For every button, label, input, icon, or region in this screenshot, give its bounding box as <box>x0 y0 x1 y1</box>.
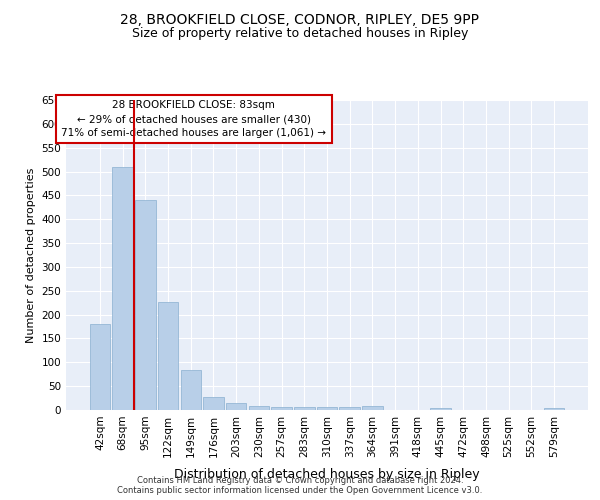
Bar <box>226 404 247 410</box>
Text: 28, BROOKFIELD CLOSE, CODNOR, RIPLEY, DE5 9PP: 28, BROOKFIELD CLOSE, CODNOR, RIPLEY, DE… <box>121 12 479 26</box>
Bar <box>362 406 383 410</box>
Bar <box>135 200 155 410</box>
Bar <box>112 167 133 410</box>
Bar <box>340 407 360 410</box>
Bar <box>294 407 314 410</box>
Bar <box>317 407 337 410</box>
Text: Size of property relative to detached houses in Ripley: Size of property relative to detached ho… <box>132 28 468 40</box>
Bar <box>271 407 292 410</box>
Text: Contains HM Land Registry data © Crown copyright and database right 2024.
Contai: Contains HM Land Registry data © Crown c… <box>118 476 482 495</box>
X-axis label: Distribution of detached houses by size in Ripley: Distribution of detached houses by size … <box>174 468 480 481</box>
Text: 28 BROOKFIELD CLOSE: 83sqm
← 29% of detached houses are smaller (430)
71% of sem: 28 BROOKFIELD CLOSE: 83sqm ← 29% of deta… <box>61 100 326 138</box>
Bar <box>430 408 451 410</box>
Bar <box>158 302 178 410</box>
Bar <box>203 396 224 410</box>
Bar <box>248 406 269 410</box>
Y-axis label: Number of detached properties: Number of detached properties <box>26 168 36 342</box>
Bar <box>544 408 564 410</box>
Bar <box>90 324 110 410</box>
Bar <box>181 370 201 410</box>
